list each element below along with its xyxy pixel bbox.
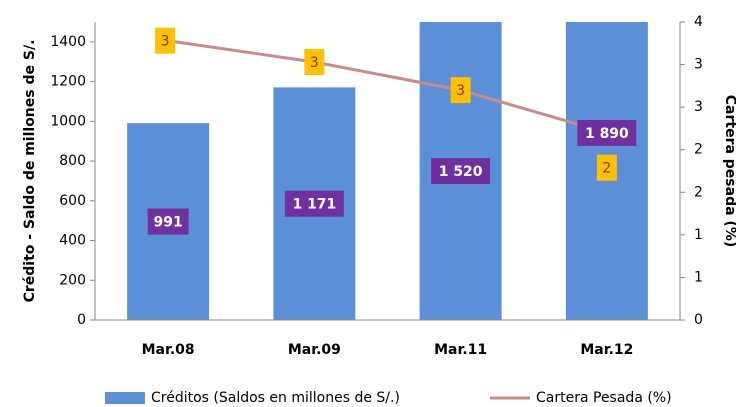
data-label: 991 — [154, 215, 183, 231]
data-label-box — [147, 208, 189, 235]
x-tick-label: Mar.11 — [434, 342, 487, 358]
data-label: 2 — [602, 161, 611, 177]
y2-tick-label: 2 — [694, 184, 703, 200]
line — [167, 39, 608, 135]
data-label: 3 — [456, 83, 465, 99]
legend-label: Cartera Pesada (%) — [536, 390, 672, 406]
y2-tick-label: 3 — [694, 57, 703, 73]
data-label-box — [304, 49, 325, 76]
y-tick-label: 200 — [59, 272, 86, 288]
y-tick-label: 600 — [59, 193, 86, 209]
legend-swatch — [105, 392, 145, 404]
y2-tick-label: 3 — [694, 99, 703, 115]
data-label-box — [155, 27, 176, 54]
y-tick-label: 1400 — [50, 34, 86, 50]
data-label-box — [431, 158, 491, 184]
data-label: 3 — [161, 34, 170, 50]
y-axis-title: Crédito - Saldo de millones de S/. — [22, 40, 38, 303]
y-tick-label: 1000 — [50, 113, 86, 129]
y-tick-label: 1200 — [50, 74, 86, 90]
data-label-box — [284, 190, 344, 217]
x-tick-label: Mar.08 — [142, 342, 195, 358]
data-label: 1 890 — [585, 126, 629, 142]
data-label-box — [577, 120, 637, 146]
y-tick-label: 800 — [59, 153, 86, 169]
data-label-box — [450, 77, 471, 104]
plot-area — [127, 22, 648, 320]
y2-tick-label: 1 — [694, 269, 703, 285]
data-label: 1 520 — [439, 164, 483, 180]
y-tick-label: 400 — [59, 233, 86, 249]
y-tick-label: 0 — [77, 312, 86, 328]
x-tick-label: Mar.12 — [580, 342, 633, 358]
y2-tick-label: 2 — [694, 142, 703, 158]
data-label: 1 171 — [292, 197, 336, 213]
y2-tick-label: 0 — [694, 312, 703, 328]
data-label: 3 — [310, 55, 319, 71]
y2-axis-title: Cartera pesada (%) — [722, 95, 736, 248]
y2-tick-label: 1 — [694, 227, 703, 243]
y2-tick-label: 4 — [694, 14, 703, 30]
legend-label: Créditos (Saldos en millones de S/.) — [151, 390, 400, 406]
x-tick-label: Mar.09 — [288, 342, 341, 358]
data-label-box — [596, 154, 617, 181]
